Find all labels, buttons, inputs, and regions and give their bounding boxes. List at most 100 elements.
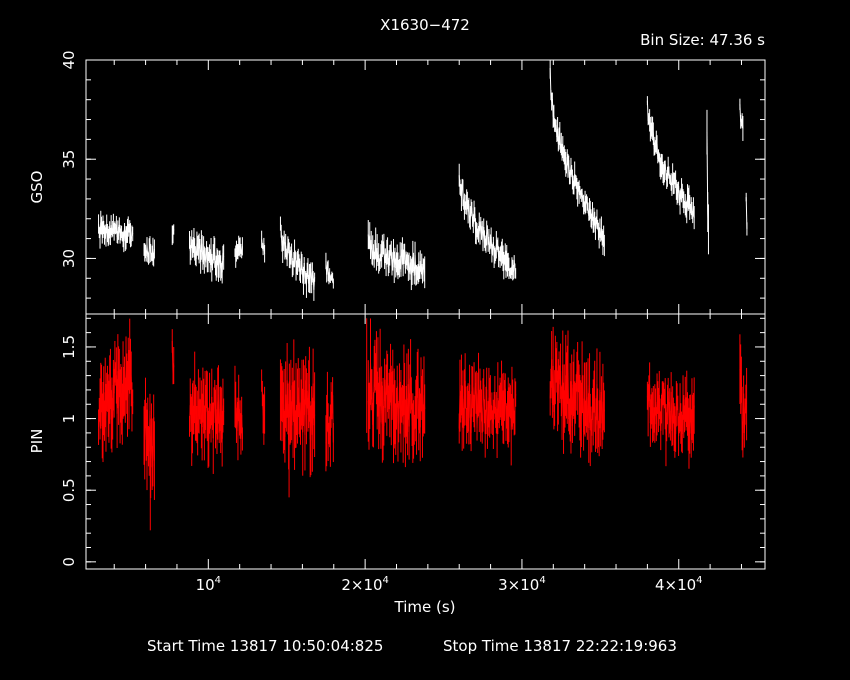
data-link [676,192,679,195]
data-link [112,385,114,419]
data-link [661,164,664,173]
data-link [188,239,191,251]
data-link [568,160,570,179]
data-link [329,277,332,280]
data-link [238,397,240,423]
data-link [462,192,465,205]
data-link [474,383,477,414]
data-link [297,258,300,264]
data-link [385,252,388,265]
data-link [114,361,117,374]
data-link [237,245,240,252]
data-link [296,262,299,268]
data-link [473,211,476,215]
data-link [311,272,313,286]
data-link [109,378,112,420]
data-link [393,408,395,424]
data-link [261,380,263,394]
data-link [559,133,562,149]
data-link [129,231,131,236]
data-link [681,190,684,199]
data-link [100,222,103,226]
data-link [191,244,194,249]
data-link [680,190,683,194]
data-link [313,277,316,290]
data-link [313,414,316,426]
data-link [126,230,128,235]
data-link [125,368,128,384]
data-link [571,179,574,185]
data-link [300,260,302,276]
data-link [293,380,296,426]
data-link [296,406,299,420]
data-link [589,209,592,219]
y-tick-label: 0 [60,557,78,567]
data-link [745,197,748,229]
data-link [145,402,147,432]
data-link [484,410,487,434]
data-link [556,367,559,401]
data-link [172,229,175,235]
data-link [398,383,401,408]
data-link [682,397,685,417]
data-link [421,393,423,414]
data-link [563,154,566,160]
data-link [219,256,222,269]
data-link [194,387,196,413]
data-link [597,224,599,232]
data-link [326,401,329,433]
data-link [674,178,676,180]
data-link [557,391,559,401]
data-link [594,423,597,435]
data-link [514,270,517,274]
y-tick-label: 0.5 [60,478,78,502]
data-link [216,403,219,441]
data-link [206,406,209,438]
data-link [655,404,658,425]
x-tick-label: 3×104 [498,575,546,594]
data-link [98,223,100,233]
data-link [211,264,214,268]
data-link [678,423,680,437]
data-link [209,403,211,417]
data-link [673,178,676,184]
data-link [121,231,123,237]
data-link [574,180,577,183]
data-link [332,277,334,284]
data-link [564,375,567,409]
pin-y-tick-labels: 0 0.5 1 1.5 [60,335,78,567]
data-link [568,416,570,420]
data-link [111,228,114,233]
data-link [215,262,218,269]
data-link [690,206,693,211]
data-link [406,259,409,262]
data-link [261,239,263,246]
data-link [239,247,242,250]
data-link [658,157,661,166]
data-link [129,356,131,365]
data-link [412,256,415,263]
data-link [675,179,677,190]
data-link [404,411,407,434]
data-link [603,236,605,246]
data-link [648,118,651,121]
data-link [127,226,130,229]
data-link [658,395,661,413]
data-link [150,253,153,257]
data-link [492,405,495,425]
data-link [294,253,296,256]
data-link [101,421,104,427]
data-link [603,406,605,412]
data-link [566,384,568,386]
data-link [675,403,677,434]
data-link [679,193,682,203]
data-link [469,384,471,420]
data-link [195,413,198,425]
data-link [475,382,477,393]
data-link [656,143,659,159]
data-link [221,252,224,273]
data-link [600,228,603,238]
pin-series [98,318,748,531]
data-link [601,401,604,433]
x-tick-labels: 104 2×104 3×104 4×104 [196,575,703,594]
